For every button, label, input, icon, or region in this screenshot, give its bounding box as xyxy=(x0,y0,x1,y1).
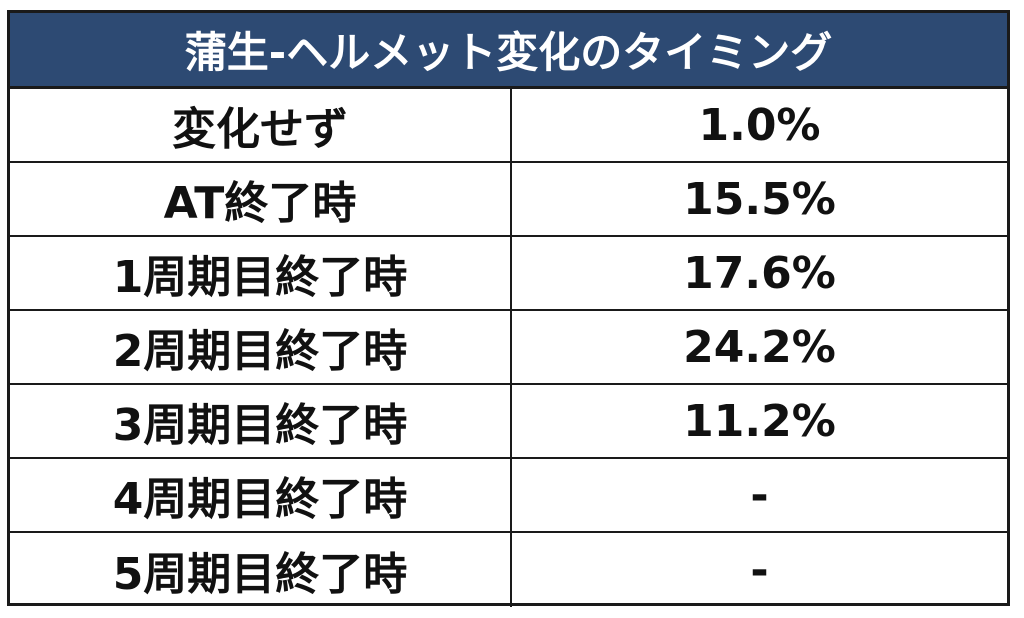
timing-cell: 5周期目終了時 xyxy=(10,533,512,607)
probability-table: 蒲生-ヘルメット変化のタイミング 変化せず 1.0% AT終了時 15.5% 1… xyxy=(7,10,1010,607)
table-row: 1周期目終了時 17.6% xyxy=(10,237,1007,311)
timing-cell: 4周期目終了時 xyxy=(10,459,512,531)
table-title: 蒲生-ヘルメット変化のタイミング xyxy=(10,13,1007,89)
timing-cell: 1周期目終了時 xyxy=(10,237,512,309)
rate-cell: 11.2% xyxy=(683,395,836,447)
table-row: AT終了時 15.5% xyxy=(10,163,1007,237)
rate-cell: - xyxy=(750,544,769,596)
rate-cell: 24.2% xyxy=(683,321,836,373)
rate-cell: 1.0% xyxy=(698,99,821,151)
table-row: 変化せず 1.0% xyxy=(10,89,1007,163)
rate-cell: 15.5% xyxy=(683,173,836,225)
timing-cell: 2周期目終了時 xyxy=(10,311,512,383)
table-row: 4周期目終了時 - xyxy=(10,459,1007,533)
rate-cell: - xyxy=(750,469,769,521)
timing-cell: 3周期目終了時 xyxy=(10,385,512,457)
table-row: 5周期目終了時 - xyxy=(10,533,1007,607)
table-row: 2周期目終了時 24.2% xyxy=(10,311,1007,385)
timing-cell: AT終了時 xyxy=(10,163,512,235)
timing-cell: 変化せず xyxy=(10,89,512,161)
table-row: 3周期目終了時 11.2% xyxy=(10,385,1007,459)
rate-cell: 17.6% xyxy=(683,247,836,299)
table-body: 変化せず 1.0% AT終了時 15.5% 1周期目終了時 17.6% 2周期目… xyxy=(10,89,1007,607)
